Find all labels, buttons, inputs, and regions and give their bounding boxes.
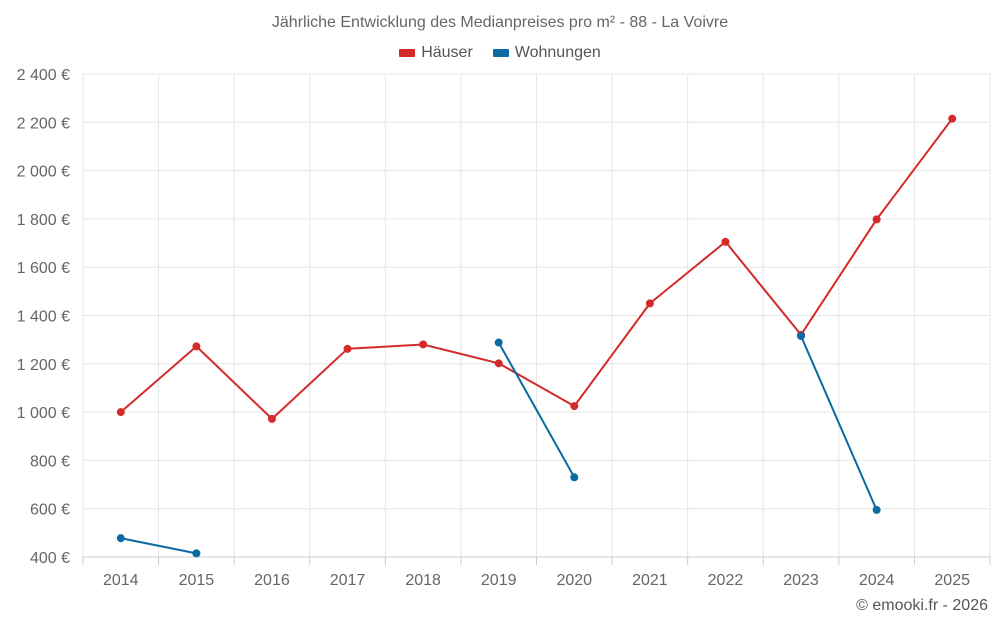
y-tick-label: 600 € [30, 502, 70, 519]
data-point [570, 473, 579, 482]
legend-swatch-haeuser [399, 49, 416, 57]
data-point [948, 114, 957, 123]
series-line [497, 342, 576, 478]
legend-label-wohnungen: Wohnungen [514, 44, 601, 61]
x-tick-label: 2025 [934, 572, 970, 589]
y-tick-label: 1 800 € [17, 212, 70, 229]
x-tick-label: 2020 [556, 572, 592, 589]
x-tick-label: 2021 [632, 572, 668, 589]
x-tick-label: 2019 [481, 572, 517, 589]
x-tick-label: 2023 [783, 572, 819, 589]
series-haeuser [116, 114, 957, 423]
legend-item-haeuser[interactable]: Häuser [399, 44, 473, 62]
data-point [872, 505, 881, 514]
data-point [797, 332, 806, 341]
x-tick-label: 2022 [708, 572, 744, 589]
series-wohnungen [116, 332, 881, 558]
y-tick-label: 1 000 € [17, 405, 70, 422]
series [116, 114, 957, 558]
data-point [343, 344, 352, 353]
data-point [116, 408, 125, 417]
data-point [116, 534, 125, 543]
y-tick-label: 1 400 € [17, 309, 70, 326]
x-tick-label: 2016 [254, 572, 290, 589]
data-point [192, 342, 201, 351]
x-tick-label: 2017 [330, 572, 366, 589]
data-point [872, 215, 881, 224]
y-tick-label: 2 400 € [17, 67, 70, 84]
y-tick-label: 1 200 € [17, 357, 70, 374]
y-tick-label: 2 000 € [17, 164, 70, 181]
legend-label-haeuser: Häuser [421, 44, 473, 61]
data-point [494, 338, 503, 347]
y-tick-label: 400 € [30, 550, 70, 567]
data-point [267, 414, 276, 423]
copyright-text: © emooki.fr - 2026 [856, 597, 988, 614]
data-point [721, 237, 730, 246]
y-tick-label: 1 600 € [17, 260, 70, 277]
data-point [494, 359, 503, 368]
axes: 400 € 600 € 800 € 1 000 € 1 200 € 1 400 € 1 60… [17, 67, 991, 589]
x-tick-label: 2015 [179, 572, 215, 589]
series-line [120, 118, 953, 420]
legend-swatch-wohnungen [492, 49, 509, 57]
y-tick-label: 800 € [30, 453, 70, 470]
x-tick-label: 2018 [405, 572, 441, 589]
y-tick-label: 2 200 € [17, 115, 70, 132]
x-tick-label: 2024 [859, 572, 895, 589]
data-point [192, 549, 201, 558]
x-tick-label: 2014 [103, 572, 139, 589]
legend-item-wohnungen[interactable]: Wohnungen [492, 44, 601, 62]
series-line [120, 537, 197, 555]
legend: Häuser Wohnungen [0, 44, 1000, 62]
series-line [800, 335, 878, 511]
data-point [645, 299, 654, 308]
grid-lines [82, 73, 991, 558]
chart-title: Jährliche Entwicklung des Medianpreises … [271, 14, 729, 31]
data-point [570, 402, 579, 411]
data-point [419, 340, 428, 349]
